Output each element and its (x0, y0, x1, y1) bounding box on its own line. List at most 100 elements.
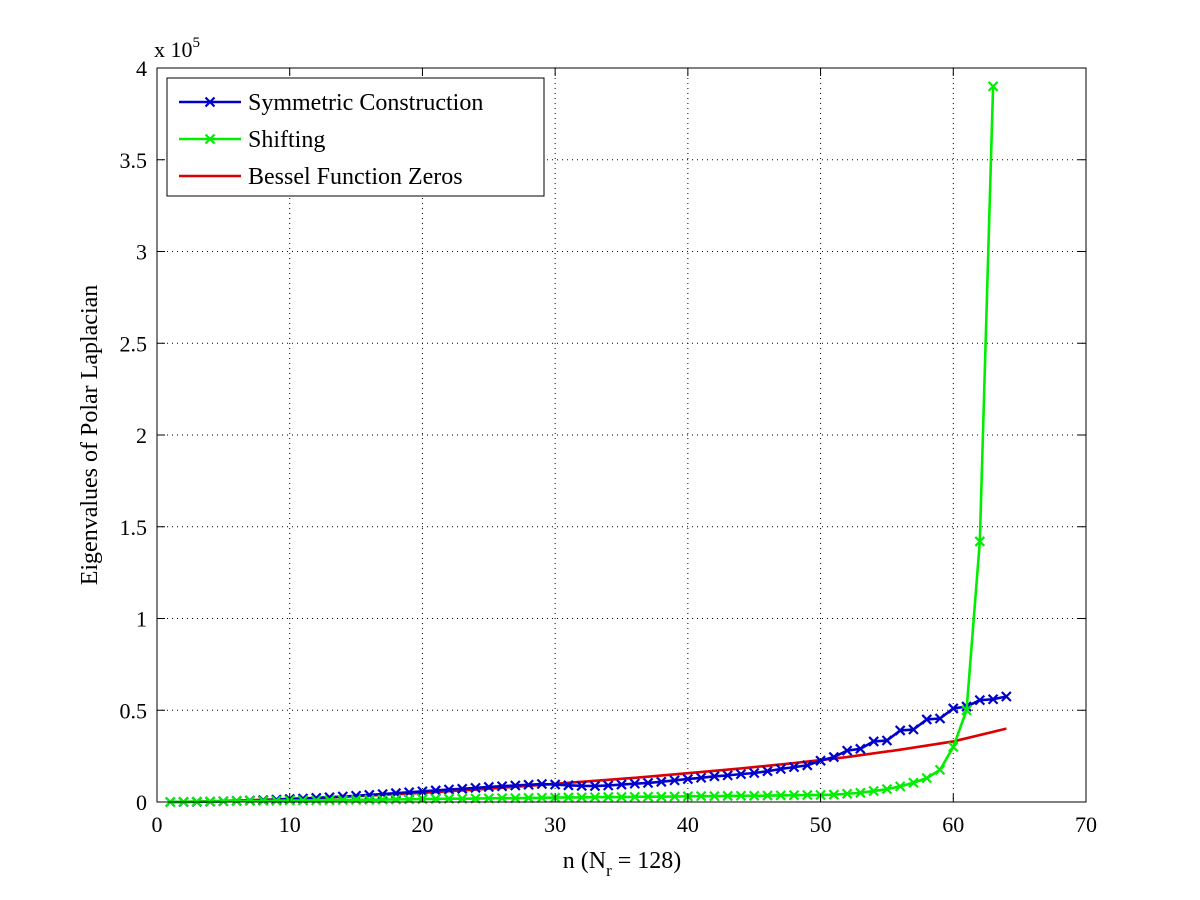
data-point-shifting (695, 790, 707, 802)
data-point-shifting (948, 741, 959, 753)
data-point-shifting (536, 792, 548, 804)
data-point-symmetric-construction (430, 785, 441, 796)
data-point-symmetric-construction (443, 784, 455, 795)
data-point-shifting (377, 794, 388, 805)
x-axis-label-main: n (N (563, 848, 606, 874)
y-tick-label: 1 (136, 607, 147, 632)
data-point-symmetric-construction (775, 763, 787, 775)
data-point-symmetric-construction (815, 755, 826, 766)
data-point-symmetric-construction (616, 779, 627, 790)
data-point-shifting (496, 792, 508, 804)
data-point-shifting (669, 791, 680, 802)
y-axis-label: Eigenvalues of Polar Laplacian (77, 285, 103, 586)
data-point-shifting (218, 795, 229, 807)
y-tick-label: 4 (136, 56, 147, 81)
data-point-symmetric-construction (855, 743, 866, 755)
data-point-symmetric-construction (987, 693, 999, 705)
data-point-shifting (642, 791, 654, 802)
data-point-symmetric-construction (470, 782, 481, 794)
data-point-shifting (934, 764, 946, 776)
x-tick-label: 10 (279, 812, 301, 837)
data-point-symmetric-construction (695, 772, 707, 784)
data-point-symmetric-construction (722, 770, 733, 781)
data-point-symmetric-construction (762, 765, 773, 777)
data-point-symmetric-construction (881, 735, 893, 746)
data-point-shifting (868, 785, 879, 797)
data-point-shifting (881, 783, 893, 795)
data-point-shifting (244, 795, 256, 807)
data-point-shifting (297, 795, 309, 806)
y-tick-label: 0.5 (120, 698, 148, 723)
legend-entries: Symmetric Construction Shifting Bessel Fun… (179, 90, 483, 190)
x-axis-label: n (Nr = 128) (563, 848, 682, 880)
y-tick-label: 2.5 (120, 331, 148, 356)
x-tick-label: 20 (411, 812, 433, 837)
data-point-shifting (841, 788, 853, 800)
data-point-symmetric-construction (682, 773, 694, 785)
legend-label: Shifting (248, 127, 325, 153)
data-point-symmetric-construction (894, 725, 906, 736)
legend-marker (204, 96, 216, 108)
legend-label: Symmetric Construction (248, 90, 483, 116)
data-point-shifting (802, 789, 813, 801)
data-point-symmetric-construction (629, 778, 641, 789)
data-point-shifting (908, 777, 919, 789)
data-point-symmetric-construction (656, 776, 667, 788)
data-point-symmetric-construction (510, 780, 521, 791)
data-point-shifting (616, 791, 627, 803)
data-point-symmetric-construction (948, 703, 959, 714)
data-point-shifting (602, 791, 614, 803)
data-point-shifting (775, 790, 787, 801)
data-point-shifting (324, 794, 335, 806)
data-point-symmetric-construction (602, 780, 614, 791)
data-point-shifting (510, 792, 521, 804)
data-point-shifting (762, 790, 773, 801)
data-point-symmetric-construction (483, 781, 495, 793)
data-point-symmetric-construction (974, 694, 986, 706)
series-line-symmetric-construction (170, 695, 1007, 804)
data-point-shifting (894, 781, 906, 792)
data-point-shifting (974, 536, 986, 547)
x-tick-label: 30 (544, 812, 566, 837)
data-point-symmetric-construction (802, 760, 813, 771)
data-point-symmetric-construction (828, 751, 840, 763)
data-point-symmetric-construction (841, 745, 853, 756)
data-point-shifting (576, 792, 587, 803)
data-point-symmetric-construction (748, 767, 760, 779)
data-point-shifting (523, 792, 534, 804)
y-tick-label: 1.5 (120, 515, 148, 540)
y-exponent-power: 5 (193, 35, 201, 51)
data-point-symmetric-construction (417, 786, 428, 797)
data-point-symmetric-construction (536, 778, 548, 790)
data-point-symmetric-construction (788, 761, 800, 773)
x-tick-label: 50 (810, 812, 832, 837)
data-point-shifting (231, 795, 242, 807)
data-point-shifting (656, 791, 667, 802)
legend-entry-bessel-function-zeros: Bessel Function Zeros (179, 164, 463, 190)
x-tick-label: 70 (1075, 812, 1097, 837)
data-point-shifting (748, 790, 760, 802)
x-tick-label: 60 (942, 812, 964, 837)
legend-label: Bessel Function Zeros (248, 164, 463, 190)
y-tick-label: 3.5 (120, 148, 148, 173)
y-axis-exponent: x 105 (154, 35, 200, 62)
data-point-symmetric-construction (642, 777, 654, 789)
data-point-symmetric-construction (456, 783, 468, 795)
data-point-symmetric-construction (549, 779, 561, 790)
data-point-shifting (921, 772, 933, 784)
data-point-symmetric-construction (1001, 691, 1012, 702)
data-point-shifting (828, 789, 840, 800)
data-point-symmetric-construction (563, 780, 574, 791)
data-point-shifting (788, 789, 800, 801)
x-axis-label-subscript: r (606, 861, 612, 880)
legend: Symmetric Construction Shifting Bessel Fun… (166, 77, 545, 197)
legend-entry-symmetric-construction: Symmetric Construction (179, 90, 483, 116)
data-point-symmetric-construction (709, 771, 720, 782)
data-point-shifting (204, 796, 216, 807)
y-tick-label: 2 (136, 423, 147, 448)
data-point-shifting (337, 794, 349, 806)
data-point-shifting (364, 794, 375, 806)
x-tick-label: 40 (677, 812, 699, 837)
data-point-symmetric-construction (921, 714, 933, 725)
data-point-symmetric-construction (735, 768, 747, 780)
